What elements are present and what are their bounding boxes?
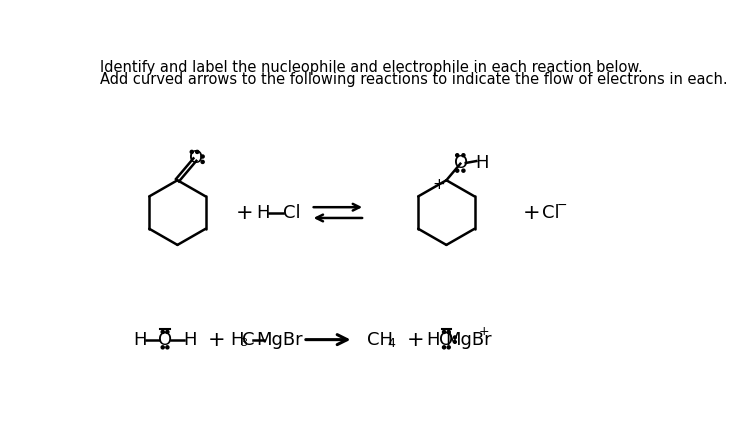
Text: +: + (236, 203, 254, 223)
Circle shape (454, 340, 456, 343)
Circle shape (161, 330, 164, 333)
Text: +: + (208, 329, 225, 350)
Circle shape (166, 330, 169, 333)
Circle shape (166, 346, 169, 349)
Text: +: + (406, 329, 424, 350)
Circle shape (462, 169, 465, 172)
Circle shape (442, 346, 446, 349)
Circle shape (454, 336, 456, 339)
Text: +: + (523, 203, 541, 223)
Text: Cl: Cl (284, 204, 301, 222)
Circle shape (190, 151, 194, 153)
Circle shape (201, 155, 204, 158)
Text: Identify and label the nucleophile and electrophile in each reaction below.: Identify and label the nucleophile and e… (100, 60, 643, 75)
Text: MgBr: MgBr (256, 331, 303, 349)
Text: CH: CH (368, 331, 394, 349)
Text: H: H (256, 204, 269, 222)
Circle shape (462, 154, 465, 157)
Text: +: + (432, 177, 445, 192)
Text: O: O (188, 149, 202, 167)
Text: C: C (242, 331, 254, 349)
Circle shape (442, 330, 446, 333)
Circle shape (456, 169, 459, 172)
Text: MgBr: MgBr (446, 331, 492, 349)
Text: −: − (556, 199, 567, 212)
Circle shape (447, 330, 450, 333)
Text: H: H (230, 331, 244, 349)
Text: 3: 3 (240, 338, 247, 349)
Circle shape (447, 346, 450, 349)
Text: 4: 4 (388, 337, 395, 350)
Text: O: O (454, 154, 468, 172)
Circle shape (201, 160, 204, 163)
Text: H: H (183, 331, 196, 349)
Text: H: H (475, 153, 488, 172)
Text: Add curved arrows to the following reactions to indicate the flow of electrons i: Add curved arrows to the following react… (100, 72, 728, 86)
Circle shape (456, 154, 459, 157)
Circle shape (161, 346, 164, 349)
Text: O: O (158, 331, 172, 349)
Text: O: O (440, 331, 454, 349)
Text: H: H (427, 331, 440, 349)
Text: H: H (134, 331, 147, 349)
Text: Cl: Cl (542, 204, 560, 222)
Circle shape (196, 151, 199, 153)
Text: +: + (478, 326, 489, 338)
